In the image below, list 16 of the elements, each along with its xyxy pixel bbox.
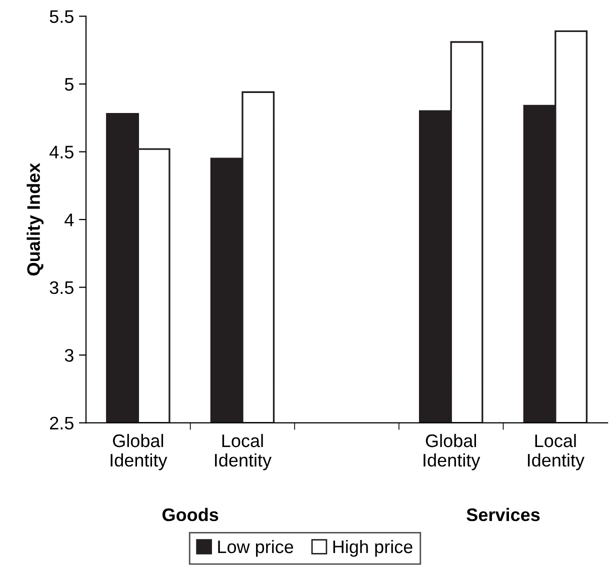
text: Services xyxy=(466,508,540,522)
y-tick-label: 4.5 xyxy=(50,146,74,158)
y-tick-label: 4 xyxy=(64,214,74,226)
x-tick-label: Global Identity xyxy=(110,434,168,470)
text: Goods xyxy=(162,508,218,522)
x-tick-label: Local Identity xyxy=(215,434,272,470)
x-tick-label: Local Identity xyxy=(528,434,584,470)
y-tick-label: 2.5 xyxy=(50,416,74,430)
y-axis-title: Quality Index xyxy=(26,162,44,276)
y-tick-label: 3.5 xyxy=(50,281,74,294)
y-tick-label: 3 xyxy=(64,348,74,362)
y-tick-label: 5 xyxy=(64,78,74,91)
x-tick-label: Global Identity xyxy=(424,434,480,470)
y-tick-label: 5.5 xyxy=(50,10,74,23)
legend-label: Low price xyxy=(218,540,294,557)
legend-label: High price xyxy=(333,540,412,557)
